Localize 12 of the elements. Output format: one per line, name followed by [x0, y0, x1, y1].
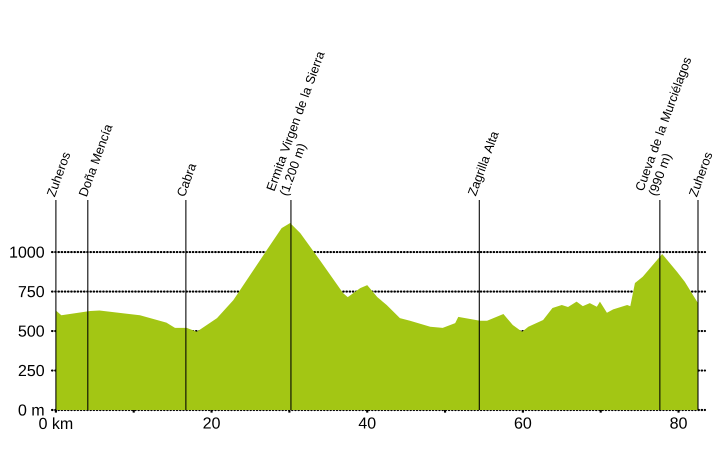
x-tick-label: 60	[514, 417, 532, 429]
x-tick-label: 40	[358, 417, 376, 429]
y-tick-label: 500	[18, 325, 44, 337]
y-tick-label: 0 m	[18, 404, 44, 416]
ref-line-label: Cabra	[178, 164, 196, 196]
x-tick-label: 0 km	[39, 417, 72, 430]
x-tick-label: 20	[203, 417, 220, 429]
x-tick-label: 80	[670, 417, 687, 429]
y-tick-label: 250	[18, 364, 44, 376]
ref-line-label: Ermita Virgen de la Sierra (1.200 m)	[266, 52, 325, 196]
y-tick-label: 1000	[10, 246, 44, 258]
y-tick-label: 750	[18, 286, 44, 298]
